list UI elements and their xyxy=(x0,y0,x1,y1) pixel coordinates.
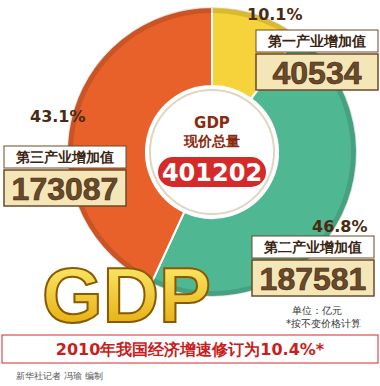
amount-box xyxy=(4,170,126,206)
amount-box xyxy=(252,260,374,296)
background xyxy=(0,0,380,386)
amount: 40534 xyxy=(273,55,362,91)
total-badge xyxy=(157,156,267,188)
data-label: 43.1% xyxy=(30,107,86,126)
unit: 单位：亿元 xyxy=(292,305,342,316)
category-box xyxy=(4,146,126,168)
data-label: 46.8% xyxy=(312,217,368,236)
logo-text: GDP xyxy=(42,251,211,339)
amount: 187581 xyxy=(260,261,367,297)
amount-box xyxy=(256,54,378,90)
center-disc xyxy=(150,90,274,214)
total: 401202 xyxy=(162,159,262,187)
title-bar xyxy=(2,335,378,363)
center-title: GDP xyxy=(194,114,230,132)
category-box xyxy=(256,30,378,52)
credit: 新华社记者 冯瑜 编制 xyxy=(16,371,103,381)
category-label: 第二产业增加值 xyxy=(263,239,362,255)
data-label: 10.1% xyxy=(247,5,303,24)
category-label: 第三产业增加值 xyxy=(15,149,114,165)
amount: 173087 xyxy=(12,171,119,207)
note: *按不变价格计算 xyxy=(286,318,361,329)
category-box xyxy=(252,236,374,258)
category-label: 第一产业增加值 xyxy=(267,33,366,49)
chart: GDP现价总量40120210.1%第一产业增加值4053446.8%第二产业增… xyxy=(0,0,380,386)
center-subtitle: 现价总量 xyxy=(183,133,240,149)
title: 2010年我国经济增速修订为10.4%* xyxy=(56,340,325,359)
